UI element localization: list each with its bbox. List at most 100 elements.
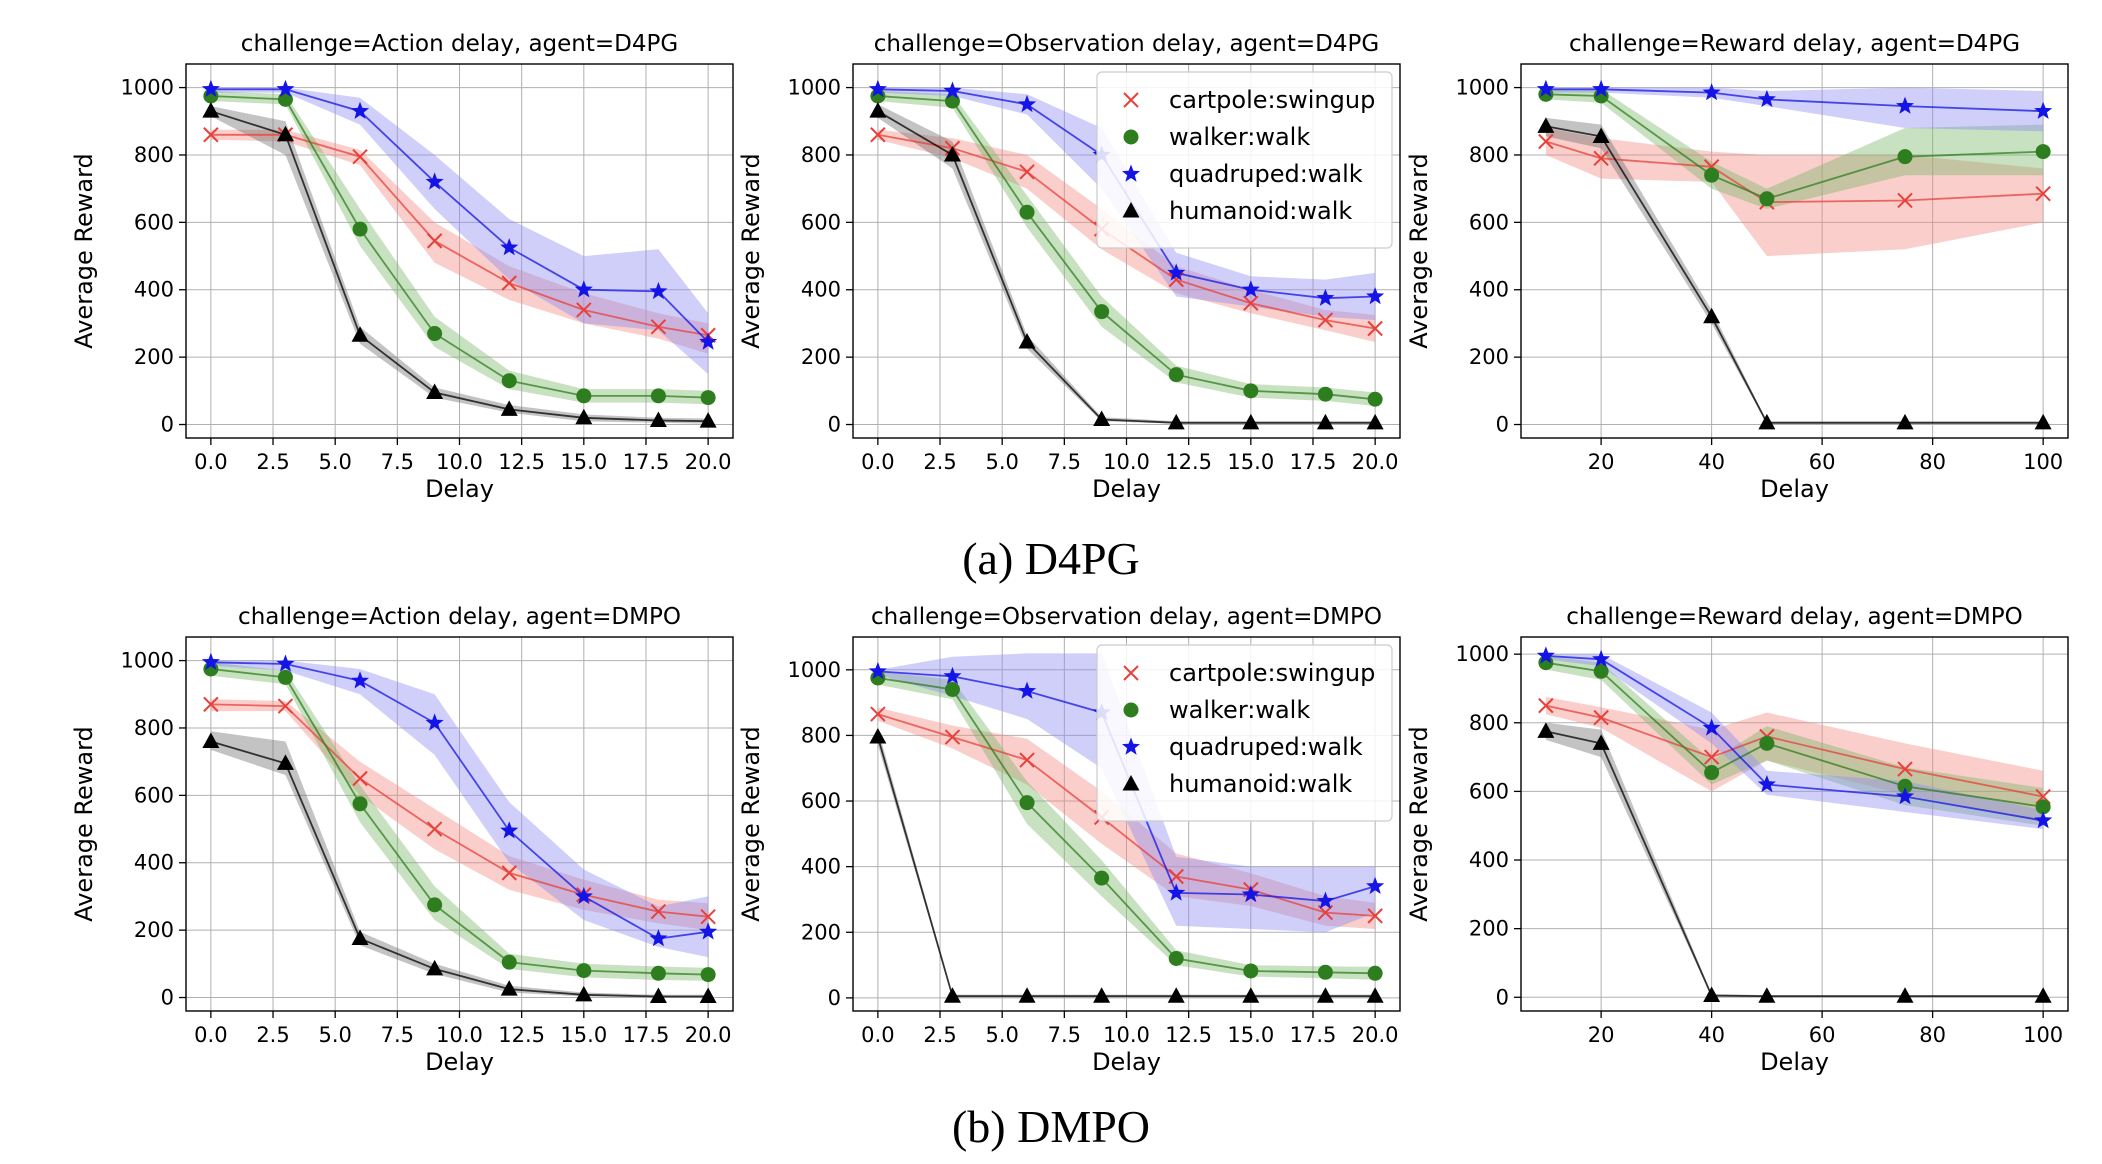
data-point (351, 671, 370, 689)
chart-title: challenge=Observation delay, agent=DMPO (871, 604, 1382, 630)
data-point (1316, 288, 1335, 306)
data-point (1703, 749, 1720, 765)
data-point (1702, 83, 1721, 101)
confidence-band (877, 671, 1376, 980)
data-point (201, 79, 220, 97)
data-point (426, 821, 443, 837)
series-line (210, 88, 709, 343)
data-point (1538, 697, 1554, 714)
data-point (1018, 987, 1036, 1003)
data-point (2035, 186, 2051, 202)
data-point (352, 770, 368, 787)
data-point (1704, 167, 1720, 183)
data-point (1367, 320, 1383, 337)
data-point (351, 101, 370, 119)
series-line (210, 110, 709, 423)
confidence-band (210, 87, 709, 374)
data-point (870, 706, 886, 722)
x-axis-label: Delay (1760, 475, 1829, 503)
data-point (700, 390, 716, 406)
chart-title: challenge=Observation delay, agent=D4PG (874, 31, 1379, 57)
data-point (1366, 987, 1384, 1003)
chart-panel: 0.0 2.5 5.0 7.5 10.0 12.5 15.0 17.5 20.0 0 200 400 6… (737, 31, 1401, 503)
series-line (1545, 140, 2044, 204)
data-point (1758, 413, 1776, 430)
data-point (2034, 413, 2052, 430)
x-tick-label: 2.5 (256, 1023, 289, 1047)
data-point (1241, 885, 1260, 903)
confidence-band (1545, 128, 2044, 257)
legend-entry: humanoid:walk (1169, 770, 1352, 798)
x-tick-label: 2.5 (923, 1023, 956, 1047)
legend-entry: walker:walk (1169, 696, 1310, 724)
x-tick-label: 17.5 (1290, 1023, 1337, 1047)
data-point (426, 233, 443, 249)
data-point (1537, 722, 1555, 738)
x-tick-label: 10.0 (436, 450, 483, 474)
data-point (351, 929, 369, 946)
x-tick-label: 2.5 (256, 450, 289, 474)
data-point (500, 980, 518, 996)
x-tick-label: 12.5 (1165, 1023, 1212, 1047)
y-tick-label: 800 (801, 143, 841, 167)
chart-panel: 0.0 2.5 5.0 7.5 10.0 12.5 15.0 17.5 20.0 0 200 400 6… (737, 604, 1401, 1076)
plot-frame (1520, 636, 2069, 1012)
data-point (1366, 413, 1384, 430)
x-tick-label: 7.5 (381, 1023, 414, 1047)
legend-box (1096, 644, 1393, 822)
data-point (1897, 149, 1913, 165)
legend-box (1096, 71, 1393, 249)
data-point (1316, 987, 1334, 1003)
data-point (1243, 383, 1259, 399)
data-point (1536, 646, 1555, 664)
y-tick-label: 1000 (788, 76, 841, 100)
data-point (202, 732, 220, 748)
legend-marker (1123, 702, 1139, 718)
data-point (575, 985, 593, 1002)
legend-marker (1122, 737, 1140, 755)
data-point (1018, 94, 1037, 113)
y-tick-label: 1000 (1456, 76, 1509, 100)
data-point (1592, 79, 1611, 97)
data-point (1094, 304, 1110, 320)
y-tick-label: 0 (1496, 985, 1509, 1009)
y-axis-label: Average Reward (70, 726, 98, 922)
data-point (576, 302, 592, 318)
y-tick-label: 400 (134, 278, 174, 302)
data-point (1167, 263, 1186, 281)
data-point (1704, 765, 1720, 781)
data-point (1759, 735, 1775, 751)
data-point (1592, 734, 1610, 750)
data-point (1019, 204, 1035, 220)
data-point (2034, 811, 2053, 829)
data-point (501, 373, 517, 389)
data-point (1018, 332, 1036, 349)
y-tick-label: 200 (1469, 917, 1509, 941)
series-line (210, 133, 709, 337)
x-tick-label: 20 (1588, 450, 1615, 474)
y-tick-label: 0 (161, 986, 174, 1010)
y-tick-label: 0 (161, 413, 174, 437)
data-point (425, 172, 444, 190)
plot-frame (1520, 63, 2069, 439)
y-tick-label: 800 (134, 716, 174, 740)
y-axis-label: Average Reward (737, 153, 765, 349)
data-point (426, 383, 444, 400)
chart-title: challenge=Reward delay, agent=DMPO (1566, 604, 2023, 630)
data-point (1317, 312, 1334, 328)
chart-panel: 0.0 2.5 5.0 7.5 10.0 12.5 15.0 17.5 20.0 0 200 400 6… (70, 604, 734, 1076)
x-tick-label: 20 (1588, 1023, 1615, 1047)
series-line (877, 677, 1376, 975)
data-point (500, 238, 519, 256)
x-tick-label: 15.0 (1227, 450, 1274, 474)
x-tick-label: 20.0 (1352, 450, 1399, 474)
data-point (699, 412, 717, 428)
series-line (210, 740, 709, 998)
data-point (203, 127, 219, 143)
legend-entry: quadruped:walk (1169, 733, 1363, 761)
y-tick-label: 400 (134, 851, 174, 875)
series-line (1545, 125, 2044, 424)
y-tick-label: 0 (828, 413, 841, 437)
data-point (2035, 144, 2051, 160)
y-tick-label: 1000 (121, 649, 174, 673)
